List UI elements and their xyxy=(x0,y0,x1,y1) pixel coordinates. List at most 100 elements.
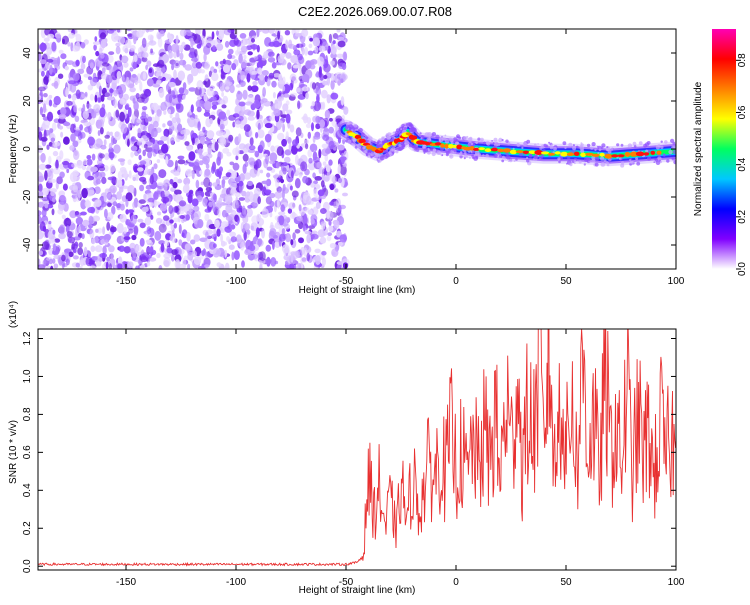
ridge-hotspot xyxy=(534,150,543,155)
noise-speckle xyxy=(75,227,79,238)
noise-speckle xyxy=(136,119,143,124)
noise-speckle xyxy=(290,170,294,179)
noise-speckle xyxy=(194,137,200,146)
ridge-speckle xyxy=(449,154,454,159)
noise-speckle xyxy=(296,43,300,49)
noise-speckle xyxy=(51,122,57,131)
noise-speckle xyxy=(223,29,232,36)
noise-speckle xyxy=(208,201,214,207)
noise-speckle xyxy=(316,94,320,104)
noise-speckle xyxy=(111,32,119,43)
colorbar-ticks: 0.0 0.2 0.4 0.6 0.8 xyxy=(736,53,748,276)
noise-speckle xyxy=(67,80,76,85)
snr-y-tick-label: 0.4 xyxy=(22,483,33,497)
noise-speckle xyxy=(239,33,247,39)
noise-speckle xyxy=(77,68,85,75)
noise-speckle xyxy=(78,242,83,248)
snr-y-label: SNR (10 * v/v) xyxy=(8,420,19,484)
noise-speckle xyxy=(226,236,231,242)
ridge-speckle xyxy=(392,131,396,134)
noise-speckle xyxy=(48,200,53,205)
noise-speckle xyxy=(38,175,45,183)
noise-speckle xyxy=(82,55,86,64)
noise-speckle xyxy=(148,40,157,46)
snr-panel: -150 -100 -50 0 50 100 0.00.20.40.60.81.01.2 … xyxy=(8,301,685,596)
noise-speckle xyxy=(171,97,180,105)
noise-speckle xyxy=(248,128,253,139)
noise-speckle xyxy=(238,205,243,212)
noise-speckle xyxy=(60,107,67,116)
noise-speckle xyxy=(307,131,311,139)
noise-speckle xyxy=(312,172,316,179)
noise-speckle xyxy=(39,106,44,116)
noise-speckle xyxy=(289,124,295,133)
noise-speckle xyxy=(170,90,176,97)
noise-speckle xyxy=(95,178,101,185)
noise-speckle xyxy=(297,100,301,110)
ridge-speckle xyxy=(463,157,466,160)
ridge-speckle xyxy=(414,147,418,151)
noise-speckle xyxy=(212,45,216,51)
noise-speckle xyxy=(307,149,313,158)
noise-speckle xyxy=(127,209,135,214)
ridge-speckle xyxy=(509,158,513,163)
ridge-speckle xyxy=(672,141,676,145)
noise-speckle xyxy=(91,238,96,245)
noise-speckle xyxy=(102,91,106,98)
noise-speckle xyxy=(173,171,181,176)
noise-speckle xyxy=(301,73,310,83)
noise-speckle xyxy=(321,143,329,149)
ridge-speckle xyxy=(427,149,431,152)
noise-speckle xyxy=(325,164,331,173)
noise-speckle xyxy=(157,59,165,68)
noise-speckle xyxy=(70,83,77,93)
noise-speckle xyxy=(102,245,107,255)
ridge-speckle xyxy=(395,148,397,151)
noise-speckle xyxy=(88,215,94,224)
noise-speckle xyxy=(278,73,283,82)
noise-speckle xyxy=(290,55,299,64)
noise-speckle xyxy=(223,241,227,246)
noise-speckle xyxy=(159,203,168,212)
noise-speckle xyxy=(187,193,193,204)
noise-speckle xyxy=(105,261,109,269)
noise-speckle xyxy=(238,101,246,107)
noise-speckle xyxy=(143,125,147,132)
noise-speckle xyxy=(48,155,52,165)
noise-speckle xyxy=(264,189,272,195)
noise-speckle xyxy=(58,49,64,54)
noise-speckle xyxy=(163,215,170,221)
spectrogram-x-tick-label: 100 xyxy=(668,276,685,287)
noise-speckle xyxy=(271,62,277,69)
noise-speckle xyxy=(95,138,103,148)
noise-speckle xyxy=(166,247,173,254)
noise-speckle xyxy=(269,160,276,165)
noise-speckle xyxy=(244,161,249,167)
noise-speckle xyxy=(72,46,80,52)
ridge-hotspot xyxy=(473,147,480,151)
noise-speckle xyxy=(119,98,126,104)
noise-speckle xyxy=(123,246,131,254)
noise-speckle xyxy=(111,82,117,90)
noise-speckle xyxy=(218,197,222,204)
noise-speckle xyxy=(57,208,64,215)
figure-title: C2E2.2026.069.00.07.R08 xyxy=(298,4,452,19)
noise-speckle xyxy=(205,231,209,240)
noise-speckle xyxy=(212,193,217,201)
noise-speckle xyxy=(161,196,170,204)
noise-speckle xyxy=(95,228,99,233)
colorbar: 0.0 0.2 0.4 0.6 0.8 Normalized spectral ampl… xyxy=(693,29,748,276)
noise-speckle xyxy=(264,122,273,129)
noise-speckle xyxy=(190,239,196,245)
noise-speckle xyxy=(196,106,202,113)
noise-speckle xyxy=(243,172,251,180)
noise-speckle xyxy=(229,182,238,190)
noise-speckle xyxy=(164,190,170,196)
noise-speckle xyxy=(85,256,93,267)
noise-speckle xyxy=(146,168,155,176)
noise-speckle xyxy=(100,239,105,245)
noise-speckle xyxy=(80,211,87,216)
noise-speckle xyxy=(330,79,335,90)
noise-speckle xyxy=(116,223,124,234)
noise-speckle xyxy=(62,38,65,45)
